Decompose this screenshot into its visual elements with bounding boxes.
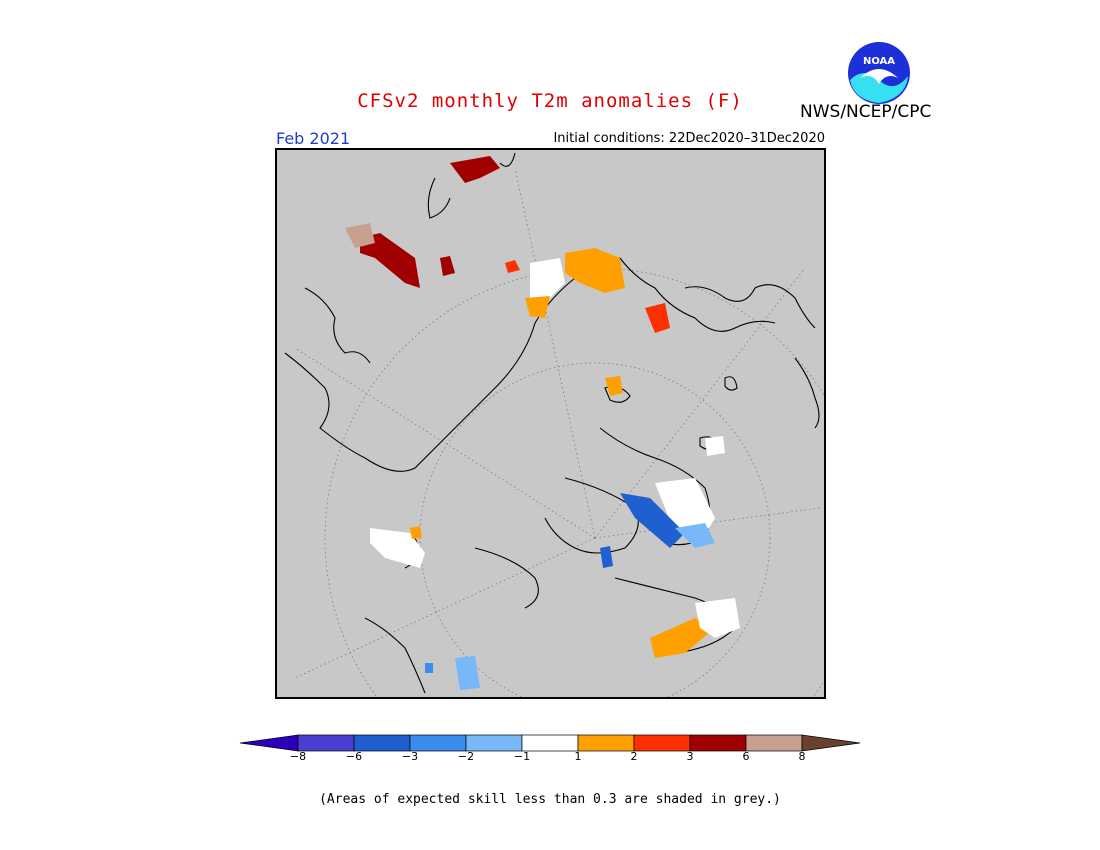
anomaly-near-normal <box>695 598 740 638</box>
anomaly-near-normal <box>370 528 425 568</box>
colorbar-bin <box>801 734 861 752</box>
anomaly-warm-3 <box>645 303 670 333</box>
anomaly-cold-3 <box>600 546 613 568</box>
anomaly-warm-2 <box>410 526 422 539</box>
colorbar-tick-label: 6 <box>742 750 750 763</box>
anomaly-warm-2 <box>565 248 625 293</box>
anomaly-warm-6 <box>440 256 455 276</box>
anomaly-warm-3 <box>505 260 520 273</box>
anomaly-near-normal <box>705 436 725 456</box>
colorbar-tick-label: −6 <box>345 750 363 763</box>
colorbar-bin <box>465 734 523 752</box>
footnote: (Areas of expected skill less than 0.3 a… <box>319 792 781 807</box>
colorbar-bin <box>689 734 747 752</box>
anomaly-regions <box>345 156 740 690</box>
colorbar-tick-label: −3 <box>401 750 419 763</box>
anomaly-warm-2 <box>605 376 623 396</box>
organization-label: NWS/NCEP/CPC <box>800 102 932 122</box>
logo-text: NOAA <box>863 56 895 67</box>
noaa-logo: NOAA <box>848 42 910 104</box>
colorbar-bin <box>409 734 467 752</box>
colorbar-tick-label: −2 <box>457 750 475 763</box>
anomaly-warm-8 <box>345 223 375 248</box>
map-title: CFSv2 monthly T2m anomalies (F) <box>357 90 743 112</box>
anomaly-warm-2 <box>525 296 550 318</box>
colorbar-tick-label: −8 <box>289 750 307 763</box>
colorbar-tick-label: 2 <box>630 750 638 763</box>
map-frame <box>275 148 826 699</box>
colorbar-bin <box>353 734 411 752</box>
anomaly-warm-6 <box>360 233 420 288</box>
anomaly-warm-6 <box>450 156 500 183</box>
anomaly-cold-1 <box>675 523 715 548</box>
polar-map <box>275 148 826 699</box>
colorbar-tick-label: 8 <box>798 750 806 763</box>
colorbar-bin <box>297 734 355 752</box>
colorbar-bin <box>239 734 299 752</box>
anomaly-near-normal <box>530 258 565 298</box>
period-label: Feb 2021 <box>276 129 351 148</box>
anomaly-cold-2 <box>425 663 433 673</box>
anomaly-cold-1 <box>455 656 480 690</box>
colorbar-bin <box>633 734 691 752</box>
colorbar-tick-label: 3 <box>686 750 694 763</box>
colorbar-bin <box>577 734 635 752</box>
colorbar-tick-label: 1 <box>574 750 582 763</box>
colorbar-tick-label: −1 <box>513 750 531 763</box>
colorbar <box>239 734 861 752</box>
initial-conditions-label: Initial conditions: 22Dec2020–31Dec2020 <box>553 131 825 146</box>
anomaly-warm-2 <box>650 618 715 658</box>
anomaly-cold-3 <box>620 493 685 548</box>
colorbar-bin <box>745 734 803 752</box>
colorbar-bin <box>521 734 579 752</box>
